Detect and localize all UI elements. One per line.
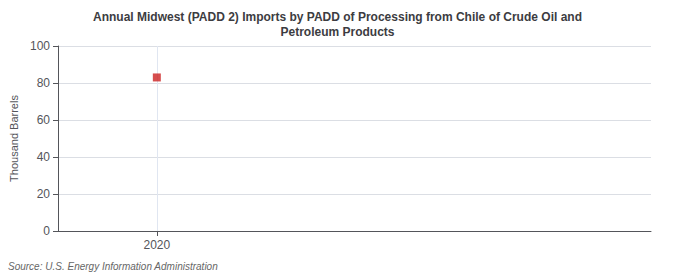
- svg-text:100: 100: [30, 39, 50, 53]
- svg-text:Source: U.S. Energy Informatio: Source: U.S. Energy Information Administ…: [8, 261, 218, 272]
- svg-text:60: 60: [37, 113, 51, 127]
- svg-text:0: 0: [43, 224, 50, 238]
- svg-text:Annual Midwest (PADD 2) Import: Annual Midwest (PADD 2) Imports by PADD …: [93, 10, 582, 24]
- svg-text:Thousand Barrels: Thousand Barrels: [8, 95, 20, 182]
- svg-text:20: 20: [37, 187, 51, 201]
- svg-text:2020: 2020: [143, 238, 170, 252]
- svg-text:80: 80: [37, 76, 51, 90]
- svg-text:40: 40: [37, 150, 51, 164]
- svg-text:Petroleum Products: Petroleum Products: [280, 25, 394, 39]
